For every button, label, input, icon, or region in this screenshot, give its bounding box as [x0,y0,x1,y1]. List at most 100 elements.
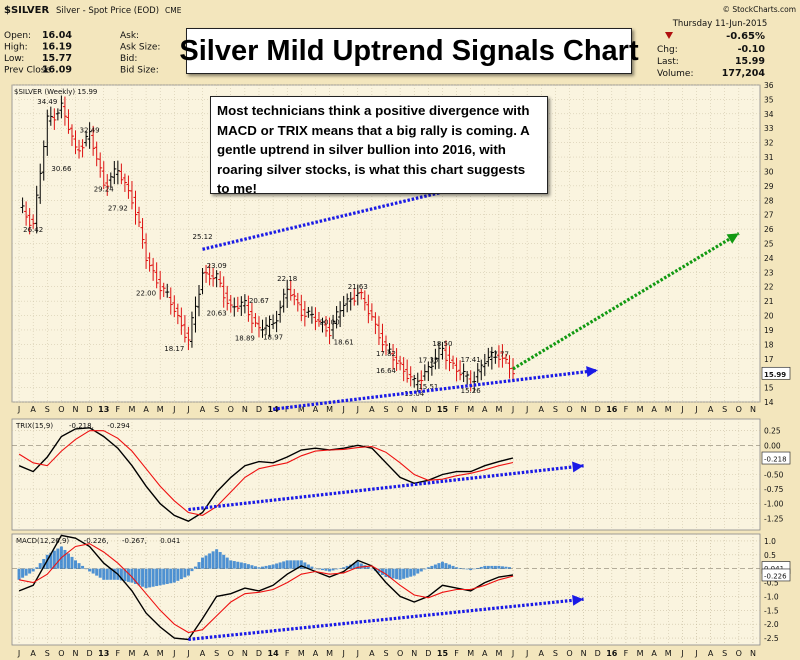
price-point-label: 25.12 [193,233,213,241]
macd-hist-bar [331,568,335,571]
x-tick-label: 13 [98,405,109,414]
macd-hist-bar [38,563,42,569]
quote-field-label: Prev Close: [4,66,54,76]
x-tick-label: A [482,649,488,658]
macd-hist-bar [179,568,183,580]
last-value-label: 15.99 [764,371,786,379]
x-tick-label: 15 [437,405,449,414]
macd-hist-bar [70,556,74,569]
macd-hist-bar [402,568,406,579]
indicator-legend-value: -0.294 [107,422,130,430]
chg-label: Chg: [657,45,678,55]
macd-hist-bar [451,565,455,569]
x-tick-label: F [116,649,121,658]
price-panel: J A S O N D 13 F M A M J J A S O N D 14 F M A M J J A S O N D 15 F M A M J J… [12,81,791,414]
macd-hist-bar [208,553,212,569]
indicator-legend-name: TRIX(15,9) [15,422,53,430]
macd-hist-bar [384,568,388,578]
macd-hist-bar [405,568,409,578]
down-triangle-icon [665,32,673,39]
x-tick-label: O [397,405,403,414]
x-tick-label: S [553,405,558,414]
macd-hist-bar [335,568,339,570]
macd-hist-bar [52,550,56,569]
x-tick-label: A [200,405,206,414]
volume-label: Volume: [657,69,694,79]
x-tick-label: J [511,405,514,414]
x-tick-label: J [356,405,359,414]
macd-last-box [761,568,791,582]
macd-hist-bar [165,568,169,584]
macd-hist-bar [105,568,109,580]
price-point-label: 20.00 [320,319,340,327]
x-tick-label: F [624,649,629,658]
x-tick-label: A [143,405,149,414]
x-tick-label: N [750,649,756,658]
price-point-label: 15.26 [461,387,482,395]
price-point-label: 29.24 [94,185,115,193]
x-tick-label: D [425,405,431,414]
macd-hist-bar [395,568,399,580]
macd-hist-bar [448,564,452,569]
x-tick-label: A [708,405,714,414]
x-tick-label: J [525,405,528,414]
quote-field-label: Ask Size: [120,43,160,53]
macd-hist-bar [268,565,272,569]
y-tick-label: -0.75 [764,485,784,494]
macd-hist-bar [215,549,219,569]
macd-signal-line [18,543,514,634]
annotation-box: Most technicians think a positive diverg… [210,96,548,196]
price-point-label: 17.35 [418,357,438,365]
price-point-label: 17.41 [461,356,481,364]
macd-hist-bar [162,568,166,585]
x-tick-label: M [495,649,502,658]
macd-hist-bar [229,560,233,569]
quote-field-label: Bid Size: [120,66,159,76]
macd-hist-bar [158,568,162,586]
macd-hist-bar [458,567,462,569]
price-point-label: 32.49 [80,127,100,135]
price-point-label: 18.89 [235,335,255,343]
macd-hist-bar [81,565,85,569]
quote-field-value: 15.77 [42,53,72,64]
indicator-legend-value: -0.226, [84,537,109,545]
macd-hist-bar [352,563,356,569]
x-tick-label: J [172,649,175,658]
macd-hist-bar [342,567,346,569]
macd-hist-bar [320,568,324,571]
quote-field-label: Low: [4,54,24,64]
x-tick-label: F [285,405,290,414]
price-point-label: 34.49 [37,98,57,106]
x-tick-label: O [228,405,234,414]
macd-hist-bar [476,567,480,569]
macd-hist-bar [313,568,317,570]
x-tick-label: S [383,649,388,658]
x-tick-label: D [595,649,601,658]
quote-field-value: 16.04 [42,30,72,41]
x-tick-label: J [186,405,189,414]
y-tick-label: -2.5 [764,634,779,643]
macd-hist-bar [356,561,360,569]
x-tick-label: S [722,405,727,414]
indicator-legend-value: -0.267, [122,537,147,545]
y-tick-label: 33 [764,124,774,133]
x-tick-label: M [467,405,474,414]
price-point-label: 20.63 [207,309,227,317]
x-tick-label: M [326,405,333,414]
y-tick-label: 0.00 [764,441,781,450]
y-tick-label: 27 [764,211,774,220]
x-tick-label: M [495,405,502,414]
x-tick-label: A [482,405,488,414]
x-tick-label: A [369,649,375,658]
macd-hist-bar [141,568,145,587]
indicator-legend-name: MACD(12,26,9) [16,537,69,545]
y-tick-label: -0.50 [764,471,784,480]
macd-hist-bar [310,566,314,569]
macd-hist-bar [190,568,194,572]
x-tick-label: 14 [268,649,280,658]
macd-hist-bar [88,568,92,572]
y-tick-label: 29 [764,182,774,191]
macd-hist-bar [317,568,321,570]
macd-hist-bar [243,563,247,569]
macd-line [18,534,514,641]
